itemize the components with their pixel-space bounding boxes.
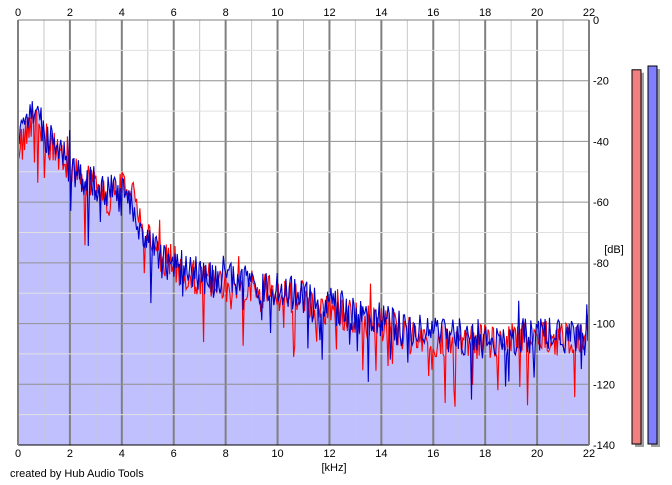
grid <box>17 19 590 446</box>
y-tick-label: -20 <box>593 76 609 88</box>
plot-frame <box>17 19 590 446</box>
y-tick-label: -40 <box>593 136 609 148</box>
y-tick-label: -100 <box>593 319 615 331</box>
level-meters <box>631 65 660 447</box>
x-tick-labels-top: 0 2 4 6 8 10 12 14 16 18 20 22 <box>15 7 595 19</box>
y-tick-label: -80 <box>593 258 609 270</box>
x-tick-labels-bottom: 0 2 4 6 8 10 12 14 16 18 20 22 <box>15 448 595 460</box>
x-tick-label-bottom: 18 <box>479 448 491 460</box>
x-tick-label-bottom: 0 <box>15 448 21 460</box>
x-tick-label-bottom: 16 <box>427 448 439 460</box>
level-meter-1 <box>631 69 642 445</box>
x-tick-label-top: 10 <box>271 7 283 19</box>
credit-text: created by Hub Audio Tools <box>10 468 144 480</box>
x-tick-label-top: 20 <box>531 7 543 19</box>
series-line-2 <box>17 101 590 400</box>
y-tick-label: -60 <box>593 197 609 209</box>
x-tick-label-bottom: 14 <box>375 448 387 460</box>
y-tick-label: 0 <box>593 15 599 27</box>
y-tick-label: -140 <box>593 440 615 452</box>
x-tick-label-bottom: 2 <box>67 448 73 460</box>
x-tick-label-top: 16 <box>427 7 439 19</box>
x-axis-label: [kHz] <box>321 462 346 474</box>
x-tick-label-bottom: 12 <box>323 448 335 460</box>
y-tick-label: -120 <box>593 379 615 391</box>
x-tick-label-bottom: 20 <box>531 448 543 460</box>
x-tick-label-bottom: 8 <box>223 448 229 460</box>
x-tick-label-bottom: 6 <box>171 448 177 460</box>
y-axis-label: [dB] <box>604 244 624 256</box>
series-lines <box>17 101 590 407</box>
x-tick-label-bottom: 4 <box>119 448 125 460</box>
x-tick-label-top: 12 <box>323 7 335 19</box>
x-tick-label-top: 0 <box>15 7 21 19</box>
x-tick-label-top: 6 <box>171 7 177 19</box>
x-tick-label-top: 22 <box>583 7 595 19</box>
y-tick-labels: 0 -20 -40 -60 -80 -100 -120 -140 <box>593 15 615 452</box>
x-tick-label-bottom: 10 <box>271 448 283 460</box>
x-tick-label-top: 14 <box>375 7 387 19</box>
x-tick-label-top: 4 <box>119 7 125 19</box>
x-tick-label-top: 2 <box>67 7 73 19</box>
level-meter-2 <box>647 65 658 445</box>
x-tick-label-top: 18 <box>479 7 491 19</box>
x-tick-label-bottom: 22 <box>583 448 595 460</box>
x-tick-label-top: 8 <box>223 7 229 19</box>
